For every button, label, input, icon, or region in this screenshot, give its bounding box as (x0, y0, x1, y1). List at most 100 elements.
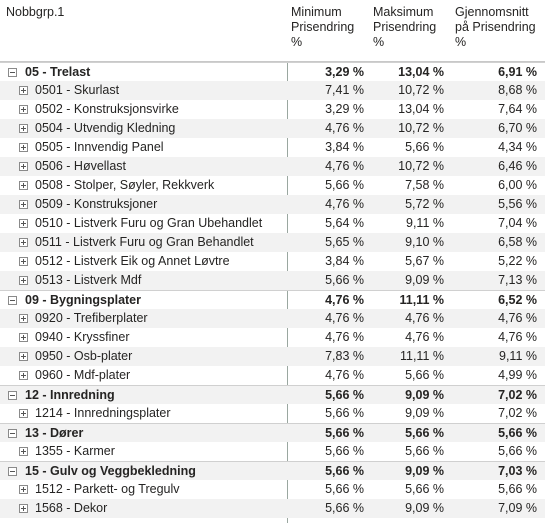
value-cell: 5,65 % (325, 235, 364, 249)
row-label: 1568 - Dekor (35, 501, 108, 515)
value-cell: 5,66 % (498, 426, 537, 440)
expand-button[interactable] (19, 124, 28, 133)
expand-button[interactable] (19, 333, 28, 342)
expand-button[interactable] (19, 409, 28, 418)
value-cell: 4,99 % (498, 368, 537, 382)
item-row: 0920 - Trefiberplater 4,76 % 4,76 % 4,76 % (0, 309, 545, 328)
expand-button[interactable] (19, 504, 28, 513)
value-cell: 6,46 % (498, 159, 537, 173)
expand-button[interactable] (19, 86, 28, 95)
item-row: 0504 - Utvendig Kledning 4,76 % 10,72 % 6,7… (0, 119, 545, 138)
value-cell: 7,64 % (498, 102, 537, 116)
expand-button[interactable] (19, 485, 28, 494)
value-cell: 4,76 % (325, 197, 364, 211)
expand-button[interactable] (19, 276, 28, 285)
value-cell: 5,66 % (325, 273, 364, 287)
value-cell: 4,76 % (325, 330, 364, 344)
column-header[interactable]: Minimum Prisendring % (291, 5, 355, 49)
value-cell: 9,09 % (405, 273, 444, 287)
expand-button[interactable] (19, 447, 28, 456)
row-label: 0960 - Mdf-plater (35, 368, 131, 382)
expand-button[interactable] (19, 143, 28, 152)
collapse-button[interactable] (8, 68, 17, 77)
item-row: 0510 - Listverk Furu og Gran Ubehandlet 5… (0, 214, 545, 233)
value-cell: 7,58 % (405, 178, 444, 192)
group-row: 09 - Bygningsplater 4,76 % 11,11 % 6,52 % (0, 290, 545, 309)
value-cell: 13,04 % (398, 102, 444, 116)
row-label: 1214 - Innredningsplater (35, 406, 171, 420)
row-label: 0502 - Konstruksjonsvirke (35, 102, 179, 116)
item-row: 1214 - Innredningsplater 5,66 % 9,09 % 7,02… (0, 404, 545, 423)
collapse-button[interactable] (8, 391, 17, 400)
row-label: 0508 - Stolper, Søyler, Rekkverk (35, 178, 215, 192)
row-label: 0510 - Listverk Furu og Gran Ubehandlet (35, 216, 263, 230)
value-cell: 4,76 % (325, 121, 364, 135)
column-header[interactable]: Gjennomsnitt på Prisendring % (455, 5, 536, 49)
expand-button[interactable] (19, 257, 28, 266)
expand-button[interactable] (19, 219, 28, 228)
value-cell: 4,76 % (498, 330, 537, 344)
value-cell: 5,66 % (325, 464, 364, 478)
value-cell: 3,29 % (325, 102, 364, 116)
value-cell: 5,64 % (325, 216, 364, 230)
row-label: 0504 - Utvendig Kledning (35, 121, 176, 135)
value-cell: 10,72 % (398, 159, 444, 173)
value-cell: 5,66 % (325, 501, 364, 515)
row-label: 0501 - Skurlast (35, 83, 120, 97)
value-cell: 5,66 % (405, 426, 444, 440)
expand-button[interactable] (19, 314, 28, 323)
item-row: 0512 - Listverk Eik og Annet Løvtre 3,84 … (0, 252, 545, 271)
value-cell: 7,04 % (498, 216, 537, 230)
item-row: 0506 - Høvellast 4,76 % 10,72 % 6,46 % (0, 157, 545, 176)
collapse-button[interactable] (8, 429, 17, 438)
row-label: 0940 - Kryssfiner (35, 330, 130, 344)
column-header[interactable]: Maksimum Prisendring % (373, 5, 437, 49)
value-cell: 6,52 % (498, 293, 537, 307)
value-cell: 4,76 % (498, 311, 537, 325)
value-cell: 9,11 % (499, 349, 537, 363)
row-label: 05 - Trelast (25, 65, 91, 79)
column-divider (287, 62, 288, 523)
collapse-button[interactable] (8, 296, 17, 305)
expand-button[interactable] (19, 105, 28, 114)
expand-button[interactable] (19, 200, 28, 209)
item-row: 0960 - Mdf-plater 4,76 % 5,66 % 4,99 % (0, 366, 545, 385)
expand-button[interactable] (19, 352, 28, 361)
collapse-button[interactable] (8, 467, 17, 476)
value-cell: 5,67 % (405, 254, 444, 268)
value-cell: 9,11 % (406, 216, 444, 230)
row-label: 0509 - Konstruksjoner (35, 197, 158, 211)
value-cell: 6,70 % (498, 121, 537, 135)
value-cell: 5,66 % (498, 482, 537, 496)
value-cell: 7,41 % (325, 83, 364, 97)
value-cell: 5,66 % (325, 444, 364, 458)
row-label: 15 - Gulv og Veggbekledning (25, 464, 196, 478)
value-cell: 7,02 % (498, 406, 537, 420)
item-row: 0511 - Listverk Furu og Gran Behandlet 5,… (0, 233, 545, 252)
row-label: 1355 - Karmer (35, 444, 115, 458)
value-cell: 3,29 % (325, 65, 364, 79)
column-header[interactable]: Nobbgrp.1 (6, 5, 65, 19)
value-cell: 5,66 % (325, 388, 364, 402)
item-row: 1512 - Parkett- og Tregulv 5,66 % 5,66 % 5,… (0, 480, 545, 499)
value-cell: 4,76 % (325, 311, 364, 325)
item-row: 1568 - Dekor 5,66 % 9,09 % 7,09 % (0, 499, 545, 518)
value-cell: 11,11 % (399, 349, 444, 363)
expand-button[interactable] (19, 162, 28, 171)
value-cell: 5,66 % (405, 368, 444, 382)
expand-button[interactable] (19, 238, 28, 247)
row-label: 13 - Dører (25, 426, 84, 440)
item-row: 0940 - Kryssfiner 4,76 % 4,76 % 4,76 % (0, 328, 545, 347)
item-row: 0501 - Skurlast 7,41 % 10,72 % 8,68 % (0, 81, 545, 100)
value-cell: 5,66 % (405, 444, 444, 458)
expand-button[interactable] (19, 181, 28, 190)
value-cell: 5,66 % (325, 178, 364, 192)
value-cell: 9,09 % (405, 406, 444, 420)
group-row: 13 - Dører 5,66 % 5,66 % 5,66 % (0, 423, 545, 442)
expand-button[interactable] (19, 371, 28, 380)
value-cell: 13,04 % (398, 65, 444, 79)
value-cell: 4,76 % (405, 311, 444, 325)
value-cell: 6,58 % (498, 235, 537, 249)
group-row: 05 - Trelast 3,29 % 13,04 % 6,91 % (0, 62, 545, 81)
group-row: 15 - Gulv og Veggbekledning 5,66 % 9,09 % 7… (0, 461, 545, 480)
